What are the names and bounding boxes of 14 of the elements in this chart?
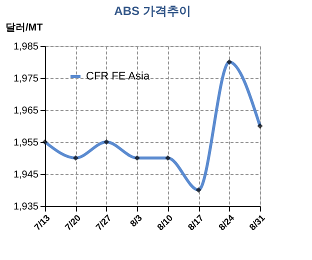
x-tick-label: 8/31 — [247, 212, 267, 232]
x-tick-label: 8/10 — [155, 212, 175, 232]
x-tick-label: 7/20 — [63, 212, 83, 232]
y-axis-title: 달러/MT — [6, 22, 43, 34]
y-tick-label: 1,985 — [13, 42, 39, 52]
y-tick-label: 1,975 — [13, 74, 39, 84]
x-tick-label: 8/3 — [128, 212, 144, 229]
y-tick-label: 1,955 — [13, 138, 39, 148]
y-tick-label: 1,945 — [13, 170, 39, 180]
legend-label: CFR FE Asia — [86, 70, 150, 82]
x-tick-label: 7/13 — [32, 212, 52, 232]
y-tick-label: 1,965 — [13, 106, 39, 116]
chart-title: ABS 가격추이 — [114, 4, 191, 18]
y-tick-label: 1,935 — [13, 202, 39, 212]
